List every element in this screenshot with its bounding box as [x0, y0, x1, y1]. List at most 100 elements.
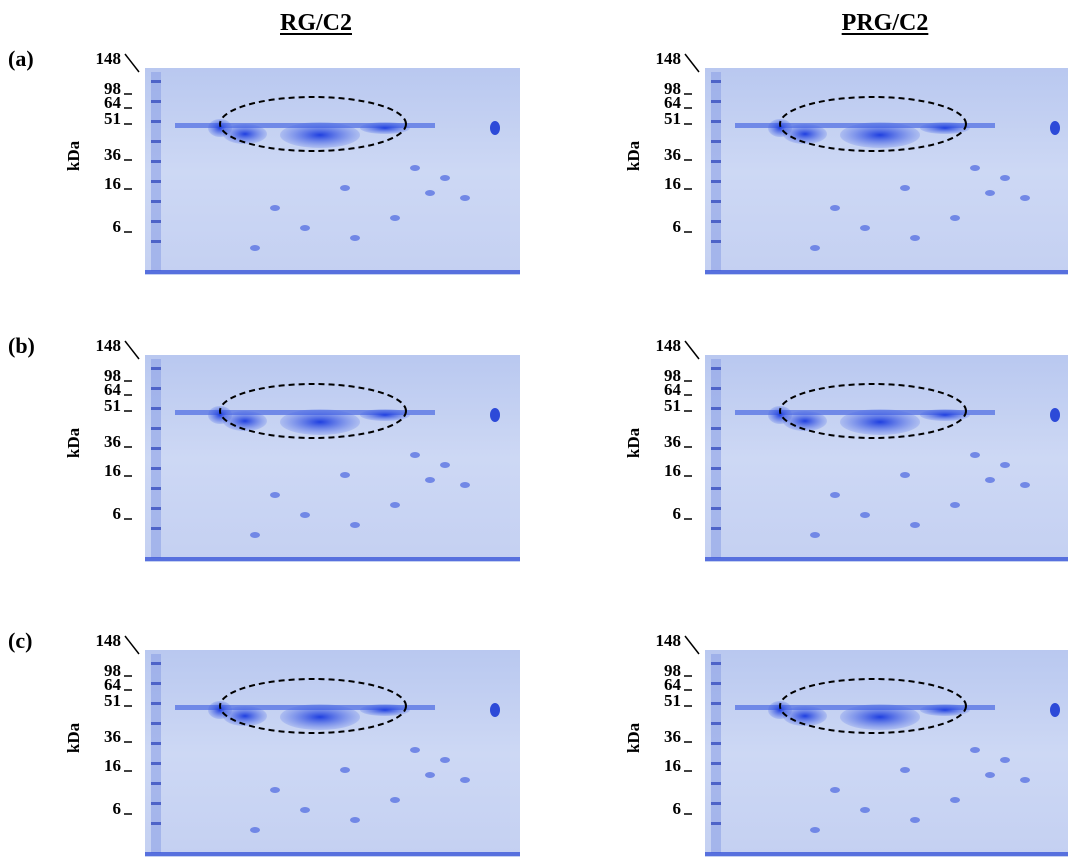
protein-spot: [300, 512, 310, 518]
ladder-band: [711, 120, 721, 123]
marker-label: 148: [656, 336, 682, 355]
ladder-band: [711, 487, 721, 490]
protein-blob: [1050, 703, 1060, 717]
marker-label: 6: [673, 504, 682, 523]
ladder-band: [151, 367, 161, 370]
marker-label: 64: [664, 675, 682, 694]
marker-label: 16: [664, 174, 681, 193]
gel-background: [705, 355, 1068, 562]
ladder-lane: [711, 359, 721, 558]
ladder-lane: [711, 72, 721, 271]
ladder-band: [711, 507, 721, 510]
protein-spot: [350, 235, 360, 241]
gel-panel: [705, 68, 1068, 275]
marker-label: 98: [664, 661, 681, 680]
ladder-band: [151, 447, 161, 450]
marker-label: 51: [664, 396, 681, 415]
gel-background: [145, 355, 520, 562]
marker-label: 64: [104, 380, 122, 399]
ladder-band: [151, 100, 161, 103]
protein-spot: [440, 175, 450, 181]
ladder-band: [151, 682, 161, 685]
protein-blob: [280, 409, 360, 435]
protein-spot: [985, 190, 995, 196]
protein-spot: [410, 165, 420, 171]
highlight-ellipse: [779, 678, 967, 734]
highlight-ellipse: [219, 678, 407, 734]
marker-label: 36: [104, 432, 121, 451]
protein-spot: [830, 787, 840, 793]
protein-spot: [390, 502, 400, 508]
ladder-band: [711, 467, 721, 470]
protein-spot: [410, 452, 420, 458]
axis-label: kDa: [624, 722, 643, 753]
protein-spot: [340, 472, 350, 478]
protein-spot: [340, 767, 350, 773]
marker-label: 51: [664, 691, 681, 710]
protein-spot: [1000, 175, 1010, 181]
ladder-band: [711, 762, 721, 765]
marker-label: 98: [664, 79, 681, 98]
gel-background: [145, 68, 520, 275]
ladder-band: [711, 527, 721, 530]
highlight-ellipse: [219, 96, 407, 152]
protein-spot: [950, 215, 960, 221]
protein-spot: [860, 512, 870, 518]
protein-spot: [440, 757, 450, 763]
protein-spot: [1020, 482, 1030, 488]
ladder-band: [151, 742, 161, 745]
protein-spot: [270, 787, 280, 793]
protein-spot: [860, 225, 870, 231]
marker-label: 16: [104, 461, 121, 480]
protein-spot: [440, 462, 450, 468]
column-title: PRG/C2: [842, 10, 929, 36]
protein-spot: [830, 492, 840, 498]
ladder-band: [151, 387, 161, 390]
protein-spot: [970, 452, 980, 458]
protein-spot: [985, 477, 995, 483]
marker-label: 51: [104, 691, 121, 710]
protein-spot: [860, 807, 870, 813]
gel-bottom-edge: [705, 270, 1068, 274]
ladder-band: [151, 427, 161, 430]
marker-tick: [124, 635, 140, 655]
protein-spot: [270, 205, 280, 211]
gel-panel: [145, 355, 520, 562]
marker-tick: [684, 635, 700, 655]
marker-label: 6: [113, 799, 122, 818]
ladder-band: [711, 662, 721, 665]
ladder-band: [151, 487, 161, 490]
axis-label: kDa: [624, 140, 643, 171]
protein-blob: [490, 703, 500, 717]
protein-spot: [270, 492, 280, 498]
protein-blob: [280, 704, 360, 730]
ladder-lane: [711, 654, 721, 853]
protein-spot: [390, 797, 400, 803]
marker-tick: [684, 340, 700, 360]
marker-label: 16: [664, 756, 681, 775]
column-title: RG/C2: [280, 10, 352, 36]
ladder-band: [151, 80, 161, 83]
highlight-ellipse: [779, 96, 967, 152]
ladder-band: [151, 662, 161, 665]
protein-spot: [350, 817, 360, 823]
gel-background: [705, 650, 1068, 857]
marker-label: 51: [104, 396, 121, 415]
ladder-lane: [151, 72, 161, 271]
highlight-ellipse: [219, 383, 407, 439]
ladder-band: [711, 407, 721, 410]
protein-spot: [1020, 195, 1030, 201]
protein-spot: [410, 747, 420, 753]
row-label: (c): [8, 628, 32, 653]
ladder-lane: [151, 654, 161, 853]
row-label: (b): [8, 333, 35, 358]
ladder-band: [151, 507, 161, 510]
axis-label: kDa: [64, 140, 83, 171]
marker-label: 6: [113, 217, 122, 236]
ladder-band: [151, 120, 161, 123]
ladder-band: [151, 782, 161, 785]
gel-bottom-edge: [705, 852, 1068, 856]
protein-spot: [340, 185, 350, 191]
marker-label: 36: [104, 145, 121, 164]
protein-spot: [1000, 757, 1010, 763]
